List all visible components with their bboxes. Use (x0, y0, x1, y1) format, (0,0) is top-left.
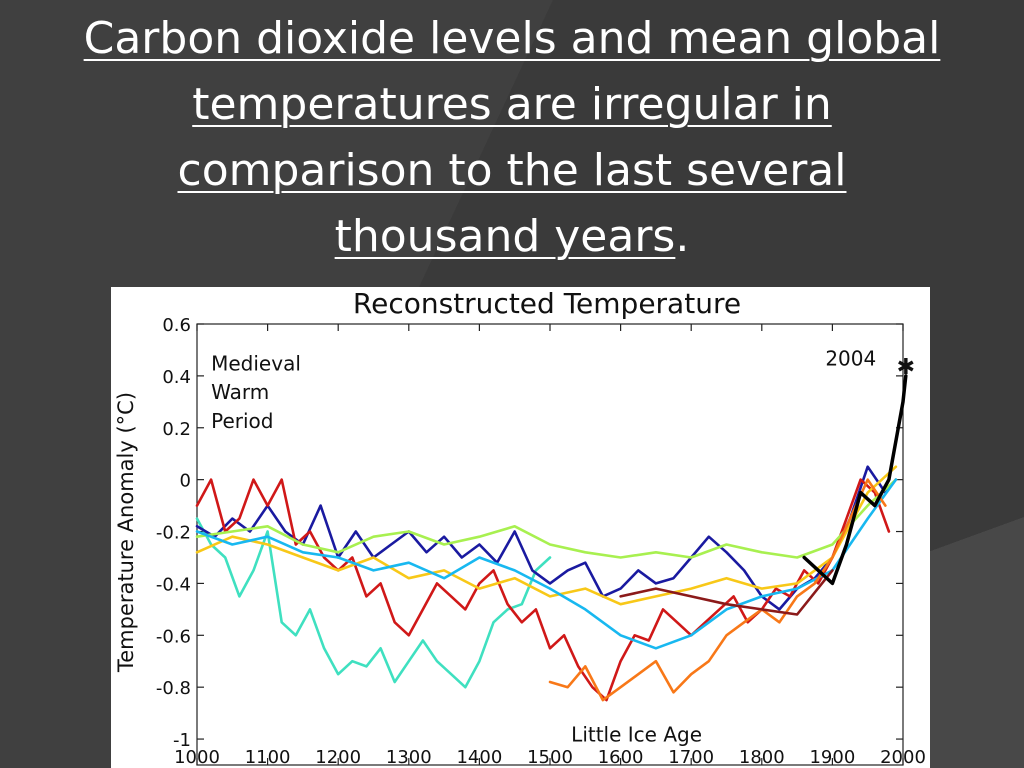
chart-title: Reconstructed Temperature (353, 287, 741, 320)
marker-2004-star: ✱ (897, 355, 915, 380)
x-tick-label: 1000 (174, 747, 220, 768)
series-line-darkred-reconstruction (619, 569, 834, 616)
y-tick-label: 0.6 (162, 315, 191, 336)
y-tick-label: -0.6 (156, 626, 191, 647)
series-line-red-reconstruction (195, 478, 891, 702)
series-line-teal-reconstruction (195, 517, 552, 689)
series-line-yellow-reconstruction (195, 465, 898, 606)
x-tick-label: 1800 (739, 747, 785, 768)
annotation-lia-label: Little Ice Age (571, 723, 702, 747)
series-line-lime-reconstruction (195, 478, 898, 559)
title-end: . (675, 211, 690, 262)
y-tick-label: -0.4 (156, 574, 191, 595)
series-line-cyan-reconstruction (195, 478, 898, 650)
x-tick-label: 1900 (809, 747, 855, 768)
slide-title: Carbon dioxide levels and mean global te… (20, 6, 1004, 270)
series-line-instrumental-record (802, 374, 908, 586)
x-tick-label: 1500 (527, 747, 573, 768)
title-line-1: Carbon dioxide levels and mean global (83, 13, 941, 64)
x-tick-label: 1400 (456, 747, 502, 768)
chart-svg: Reconstructed Temperature Temperature An… (114, 287, 926, 768)
series-line-orange-reconstruction (548, 478, 887, 702)
y-tick-label: -0.8 (156, 678, 191, 699)
annotation-mwp-line2: Warm (211, 380, 269, 404)
y-tick-label: 0 (180, 471, 191, 492)
title-line-3: comparison to the last several (177, 145, 847, 196)
y-tick-label: -0.2 (156, 523, 191, 544)
annotation-mwp-line1: Medieval (211, 352, 301, 376)
x-tick-label: 1600 (598, 747, 644, 768)
x-tick-label: 1100 (245, 747, 291, 768)
x-tick-label: 1700 (668, 747, 714, 768)
y-tick-label: -1 (173, 730, 191, 751)
y-axis-label: Temperature Anomaly (°C) (114, 392, 138, 673)
annotation-year-2004-label: 2004 (825, 347, 876, 371)
y-tick-label: 0.2 (162, 419, 191, 440)
title-line-2: temperatures are irregular in (192, 79, 832, 130)
x-tick-label: 1200 (315, 747, 361, 768)
x-tick-label: 1300 (386, 747, 432, 768)
temperature-chart: Reconstructed Temperature Temperature An… (111, 287, 930, 768)
series-line-navy-reconstruction (195, 465, 898, 611)
title-line-4: thousand years (334, 211, 676, 262)
x-tick-label: 2000 (880, 747, 926, 768)
y-tick-label: 0.4 (162, 367, 191, 388)
annotation-mwp-line3: Period (211, 409, 273, 433)
